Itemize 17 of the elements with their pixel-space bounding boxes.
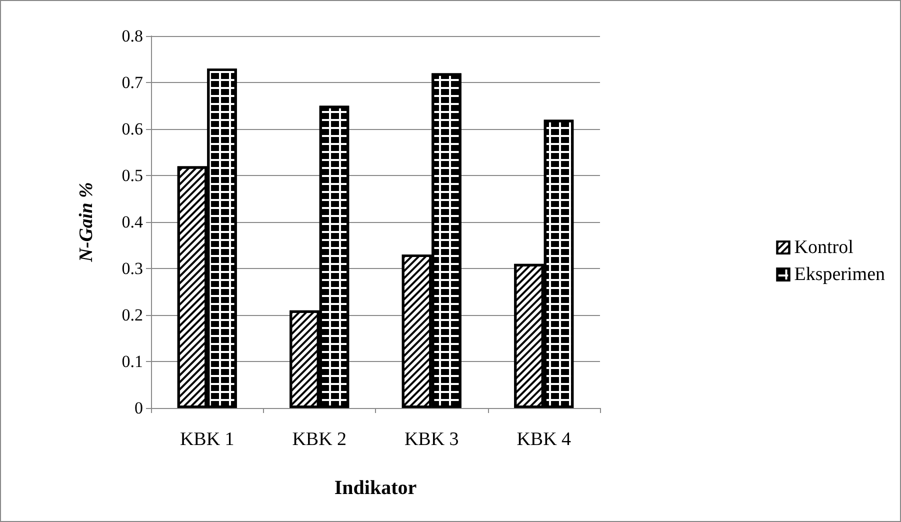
y-tick-label: 0.8 — [122, 26, 143, 46]
y-tick-label: 0.5 — [122, 166, 143, 185]
y-tick-label: 0.7 — [122, 73, 144, 92]
y-tick-label: 0.2 — [122, 306, 143, 324]
y-tick-label: 0.6 — [122, 120, 143, 138]
y-tick-label: 0 — [134, 398, 143, 418]
y-axis-title: N-Gain % — [76, 182, 97, 263]
y-tick-label: 0.4 — [122, 212, 144, 232]
legend-label: Eksperimen — [794, 264, 886, 285]
y-tick-label: 0.1 — [122, 352, 143, 371]
x-tick-label: KBK 1 — [180, 429, 234, 450]
x-tick-label: KBK 3 — [404, 429, 459, 450]
legend-label: Kontrol — [794, 237, 854, 258]
x-tick-label: KBK 4 — [516, 429, 572, 450]
y-tick-label: 0.3 — [122, 259, 143, 278]
x-tick-label: KBK 2 — [292, 429, 347, 450]
x-axis-title: Indikator — [334, 477, 417, 499]
